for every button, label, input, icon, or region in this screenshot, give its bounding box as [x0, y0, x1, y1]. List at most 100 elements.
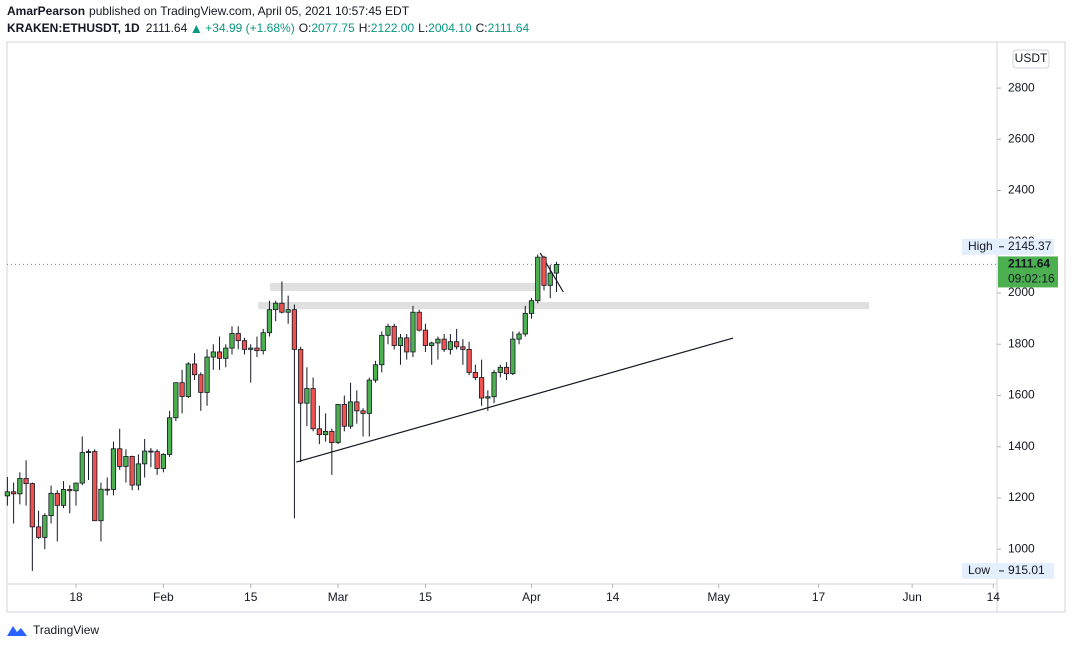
- candle-body: [397, 337, 404, 346]
- candle-body: [547, 272, 553, 286]
- plot-area: [4, 252, 997, 571]
- candle-body: [129, 456, 135, 486]
- candle-body: [191, 363, 198, 376]
- candle-body: [241, 340, 248, 350]
- candle-body: [391, 325, 397, 346]
- candle-body: [85, 451, 92, 453]
- candle-body: [223, 347, 229, 359]
- candle-body: [310, 388, 316, 430]
- candle-body: [185, 363, 191, 397]
- candle-body: [35, 526, 42, 538]
- candle-body: [260, 332, 266, 352]
- trend-line: [296, 337, 734, 463]
- y-tick-label: 1400: [1008, 439, 1035, 453]
- candle-body: [366, 379, 372, 414]
- x-tick-label: 14: [987, 590, 1001, 604]
- candle-body: [460, 346, 466, 350]
- candle-body: [254, 347, 260, 352]
- marker-label: High: [968, 239, 993, 253]
- candle-body: [335, 404, 341, 444]
- candle-body: [273, 302, 279, 311]
- candle-body: [541, 256, 547, 286]
- y-tick-label: 2600: [1008, 132, 1035, 146]
- brand: TradingView: [33, 623, 99, 637]
- symbol: KRAKEN:ETHUSDT, 1D: [7, 21, 140, 35]
- candle-body: [347, 401, 354, 427]
- candle-body: [198, 374, 204, 393]
- x-tick-label: Apr: [522, 590, 541, 604]
- zone: [258, 301, 870, 310]
- candle-body: [466, 348, 472, 373]
- candle-body: [341, 404, 347, 427]
- candle-body: [516, 333, 522, 340]
- currency: USDT: [1015, 51, 1048, 65]
- ohlc-value: 2122.00: [371, 21, 415, 35]
- x-tick-label: 14: [606, 590, 620, 604]
- candle-body: [360, 410, 366, 414]
- x-tick-label: Jun: [902, 590, 921, 604]
- x-tick-label: 15: [244, 590, 258, 604]
- candle-body: [404, 337, 410, 353]
- candle-body: [522, 313, 528, 335]
- x-tick-label: May: [707, 590, 730, 604]
- x-tick-label: 18: [69, 590, 83, 604]
- y-tick-label: 2400: [1008, 183, 1035, 197]
- symbol-line: KRAKEN:ETHUSDT, 1D 2111.64 +34.99 (+1.68%)…: [7, 21, 529, 35]
- y-tick-label: 1600: [1008, 388, 1035, 402]
- candle-body: [98, 488, 104, 522]
- header-line: AmarPearson published on TradingView.com,…: [7, 4, 410, 18]
- last: 2111.64: [146, 21, 188, 35]
- candle-body: [435, 338, 441, 344]
- candle-body: [154, 451, 160, 469]
- x-tick-label: Mar: [328, 590, 349, 604]
- y-tick-label: 1000: [1008, 541, 1035, 555]
- candle-body: [148, 450, 154, 453]
- candle-body: [11, 491, 17, 495]
- candle-body: [528, 300, 535, 314]
- y-tick-label: 1800: [1008, 336, 1035, 350]
- candle-body: [291, 309, 298, 350]
- candle-body: [17, 478, 23, 495]
- candle-body: [79, 452, 85, 484]
- candle-body: [304, 388, 310, 404]
- marker-value: 2145.37: [1008, 239, 1052, 253]
- candle-body: [67, 489, 73, 492]
- candle-body: [248, 347, 254, 350]
- candle-body: [447, 341, 453, 350]
- candle-body: [285, 309, 291, 313]
- candle-body: [23, 478, 29, 484]
- candle-body: [510, 338, 516, 375]
- published: published on TradingView.com, April 05, …: [89, 4, 410, 18]
- candle-body: [210, 351, 216, 358]
- y-tick-label: 1200: [1008, 490, 1035, 504]
- candle-body: [60, 489, 67, 506]
- candle-body: [160, 453, 166, 469]
- candle-body: [485, 396, 491, 399]
- candle-body: [229, 333, 235, 349]
- ohlc-value: 2004.10: [428, 21, 472, 35]
- candle-body: [142, 450, 148, 465]
- candle-body: [48, 492, 54, 517]
- candle-body: [372, 364, 379, 381]
- x-tick-label: Feb: [153, 590, 174, 604]
- zone: [270, 283, 541, 291]
- candle-body: [497, 366, 503, 373]
- candle-body: [503, 366, 510, 375]
- candle-body: [92, 451, 98, 522]
- candle-body: [29, 483, 35, 528]
- change: +34.99 (+1.68%): [205, 21, 294, 35]
- candle-body: [491, 372, 497, 398]
- countdown: 09:02:16: [1008, 272, 1055, 286]
- author: AmarPearson: [7, 4, 85, 18]
- footer-logo: TradingView: [7, 623, 99, 637]
- marker-box: [962, 562, 1054, 579]
- candle-body: [410, 311, 416, 353]
- ohlc-value: 2077.75: [311, 21, 355, 35]
- candle-body: [54, 492, 60, 506]
- ohlc-value: 2111.64: [488, 21, 530, 35]
- chart-frame: [6, 41, 1066, 613]
- marker-box: [962, 238, 1054, 255]
- candle-body: [478, 377, 485, 399]
- marker-value: 915.01: [1008, 563, 1045, 577]
